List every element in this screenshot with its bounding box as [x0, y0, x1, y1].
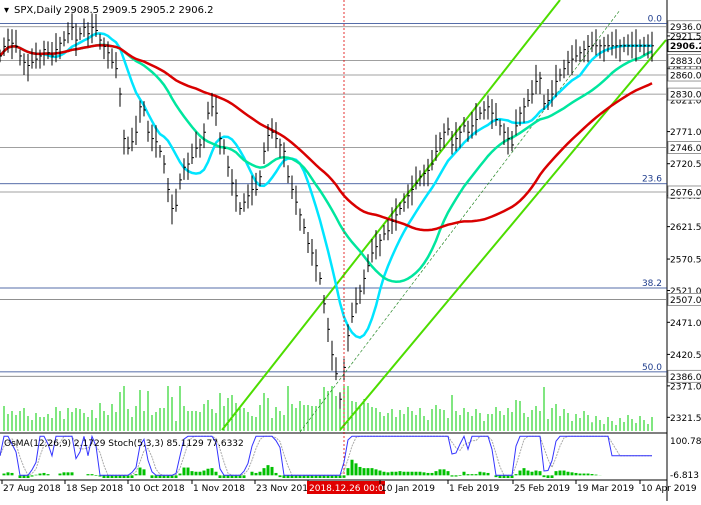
level-label: 2830.0 — [670, 91, 701, 101]
level-label: 2676.0 — [670, 188, 701, 198]
time-label: 1 Nov 2018 — [193, 484, 245, 494]
ma-fast-line — [0, 32, 652, 339]
level-label-box — [667, 293, 701, 306]
level-label-box — [667, 20, 701, 34]
price-tick-label: 2921.5 — [670, 32, 701, 42]
highlight-date-label: 2018.12.26 00:00 — [309, 484, 390, 494]
level-label-box — [667, 54, 701, 67]
indicator-pane: OsMA(12,26,9) 2.1729 Stoch(5,3,3) 85.112… — [0, 434, 701, 481]
highlight-date-box — [307, 481, 385, 494]
level-label: 2936.0 — [670, 23, 701, 33]
instrument-name: SPX,Daily — [14, 5, 62, 16]
price-tick-label: 2321.5 — [670, 414, 701, 424]
fib-label: 38.2 — [642, 279, 662, 289]
level-label-box — [667, 185, 701, 199]
level-label-box — [667, 369, 701, 383]
chart-header: ▾ SPX,Daily 2908.5 2909.5 2905.2 2906.2 — [4, 5, 214, 16]
level-label: 2746.0 — [670, 144, 701, 154]
price-tick-label: 2570.5 — [670, 256, 701, 266]
level-label: 2860.0 — [670, 72, 701, 82]
time-label: 23 Nov 201 — [256, 484, 308, 494]
price-tick-label: 2771.0 — [670, 128, 701, 138]
current-price-box — [667, 39, 701, 53]
fib-label: 50.0 — [642, 363, 662, 373]
level-label: 2507.0 — [670, 296, 701, 306]
channel-midline — [299, 9, 621, 433]
time-label: 10 Apr 2019 — [641, 484, 697, 494]
ohlc-readout: 2908.5 2909.5 2905.2 2906.2 — [64, 5, 214, 16]
price-tick-label: 2821.0 — [670, 96, 701, 106]
indicator-bottom-label: -6.813 — [670, 471, 699, 481]
time-label: 10 Jan 2019 — [381, 484, 435, 494]
current-price-label: 2906.2 — [670, 42, 701, 52]
stoch-main-line — [0, 434, 652, 476]
time-label: 25 Feb 2019 — [514, 484, 570, 494]
level-label-box — [667, 141, 701, 154]
level-label: 2883.0 — [670, 57, 701, 67]
time-label: 10 Oct 2018 — [129, 484, 185, 494]
ma-slow-line — [0, 44, 653, 232]
price-tick-label: 2521.0 — [670, 287, 701, 297]
level-label-box — [667, 68, 701, 82]
price-series — [0, 0, 654, 480]
time-label: 19 Mar 2019 — [577, 484, 634, 494]
level-label: 2386.0 — [670, 373, 701, 383]
fib-label: 23.6 — [642, 175, 662, 185]
fib-labels: 0.0 23.6 38.2 50.0 — [642, 15, 662, 373]
time-label: 18 Sep 2018 — [66, 484, 123, 494]
price-tick-label: 2621.5 — [670, 223, 701, 233]
price-axis: 2921.52871.02821.02771.02720.52670.52621… — [667, 20, 701, 424]
time-axis: 27 Aug 2018 18 Sep 2018 10 Oct 2018 1 Nov 2… — [1, 480, 697, 494]
time-label: 1 Feb 2019 — [449, 484, 500, 494]
indicator-top-label: 100.78 — [670, 437, 701, 447]
time-label: 27 Aug 2018 — [3, 484, 61, 494]
indicator-header: OsMA(12,26,9) 2.1729 Stoch(5,3,3) 85.112… — [4, 439, 244, 449]
fib-label: 0.0 — [648, 15, 663, 25]
price-tick-label: 2371.0 — [670, 382, 701, 392]
channel-line — [221, 0, 561, 431]
volume-bars — [3, 386, 653, 431]
price-tick-label: 2720.5 — [670, 160, 701, 170]
price-tick-label: 2471.0 — [670, 319, 701, 329]
stoch-signal-line — [0, 435, 652, 476]
price-tick-label: 2420.5 — [670, 351, 701, 361]
symbol-arrow-icon: ▾ — [4, 5, 9, 16]
moving-averages — [0, 32, 653, 339]
level-label-box — [667, 87, 701, 101]
